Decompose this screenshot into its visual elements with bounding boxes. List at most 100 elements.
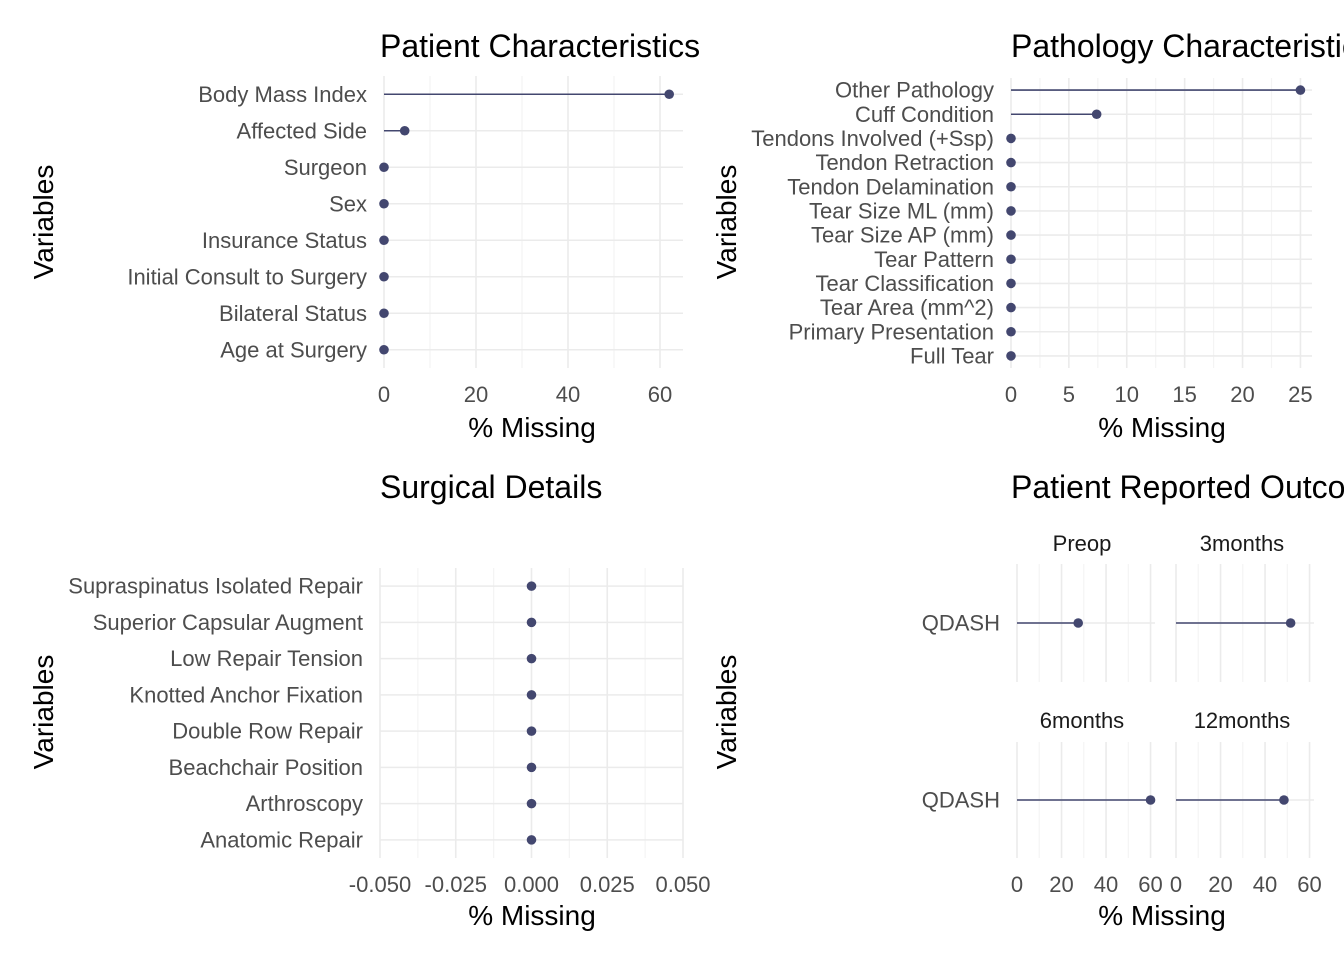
- lollipop-point: [1091, 109, 1102, 120]
- x-tick-label: 60: [648, 382, 672, 407]
- y-tick-label: Initial Consult to Surgery: [127, 264, 367, 289]
- lollipop-point: [1006, 206, 1016, 216]
- lollipop-point: [1285, 618, 1296, 628]
- lollipop-point: [1073, 618, 1084, 628]
- panel-facet-Preop: QDASH: [922, 564, 1155, 682]
- x-tick-label: -0.025: [425, 872, 487, 897]
- panel-facet-12months: [1175, 742, 1314, 858]
- y-axis-title: Variables: [711, 655, 742, 770]
- facet-strip-label: Preop: [1053, 531, 1112, 556]
- y-tick-label: Affected Side: [237, 118, 367, 143]
- y-tick-label: Full Tear: [910, 343, 994, 368]
- x-tick-label: 40: [1094, 872, 1118, 897]
- y-tick-label: QDASH: [922, 611, 1000, 636]
- y-axis-title: Variables: [28, 165, 59, 280]
- lollipop-point: [379, 344, 389, 355]
- lollipop-point: [1295, 85, 1306, 95]
- lollipop-point: [379, 235, 389, 246]
- lollipop-point: [526, 617, 537, 628]
- x-tick-label: 5: [1063, 382, 1075, 407]
- y-tick-label: Tendon Delamination: [787, 174, 994, 199]
- panel-title: Surgical Details: [380, 469, 602, 505]
- lollipop-point: [1279, 795, 1289, 805]
- x-tick-label: 0: [1005, 382, 1017, 407]
- y-tick-label: Double Row Repair: [172, 719, 363, 744]
- x-tick-label: 20: [1208, 872, 1232, 897]
- y-tick-label: Anatomic Repair: [200, 827, 363, 852]
- y-axis-title: Variables: [711, 165, 742, 280]
- panel-facet-3months: [1175, 564, 1314, 682]
- y-tick-label: Tendons Involved (+Ssp): [751, 126, 994, 151]
- x-tick-label: 40: [1253, 872, 1277, 897]
- x-tick-label: -0.050: [349, 872, 411, 897]
- x-axis-title: % Missing: [1098, 900, 1226, 931]
- lollipop-point: [1006, 133, 1016, 144]
- y-axis-title: Variables: [28, 655, 59, 770]
- lollipop-point: [526, 581, 537, 591]
- lollipop-point: [526, 690, 537, 700]
- y-tick-label: Bilateral Status: [219, 301, 367, 326]
- lollipop-point: [399, 125, 410, 136]
- lollipop-point: [379, 198, 389, 209]
- y-tick-label: Beachchair Position: [169, 755, 363, 780]
- lollipop-point: [379, 271, 389, 282]
- panel-title: Patient Reported Outcomes: [1011, 469, 1344, 505]
- x-tick-label: 15: [1172, 382, 1196, 407]
- y-tick-label: Cuff Condition: [855, 102, 994, 127]
- x-tick-label: 10: [1115, 382, 1139, 407]
- lollipop-point: [1006, 326, 1016, 337]
- y-tick-label: Tear Size AP (mm): [811, 223, 994, 248]
- panel-facet-6months: QDASH: [922, 742, 1156, 858]
- x-tick-label: 0.000: [504, 872, 559, 897]
- lollipop-point: [526, 653, 537, 664]
- y-tick-label: Insurance Status: [202, 228, 367, 253]
- y-tick-label: Superior Capsular Augment: [93, 610, 363, 635]
- x-tick-label: 25: [1288, 382, 1312, 407]
- y-tick-label: Age at Surgery: [220, 337, 367, 362]
- x-tick-label: 0: [1011, 872, 1023, 897]
- lollipop-point: [526, 726, 537, 736]
- lollipop-point: [1006, 181, 1016, 192]
- lollipop-point: [526, 798, 537, 809]
- x-tick-label: 0: [1170, 872, 1182, 897]
- y-tick-label: Other Pathology: [835, 78, 994, 103]
- y-tick-label: Arthroscopy: [246, 791, 363, 816]
- x-tick-label: 60: [1138, 872, 1162, 897]
- y-tick-label: Tear Pattern: [874, 247, 994, 272]
- panel-title: Pathology Characteristics: [1011, 28, 1344, 64]
- facet-strip-label: 3months: [1200, 531, 1284, 556]
- lollipop-point: [379, 162, 389, 173]
- x-tick-label: 0.025: [580, 872, 635, 897]
- x-tick-label: 0: [378, 382, 390, 407]
- x-tick-label: 40: [556, 382, 580, 407]
- lollipop-point: [1145, 795, 1156, 805]
- x-tick-label: 0.050: [655, 872, 710, 897]
- lollipop-point: [1006, 230, 1016, 240]
- lollipop-point: [1006, 351, 1016, 361]
- y-tick-label: Surgeon: [284, 155, 367, 180]
- lollipop-point: [526, 762, 537, 773]
- y-tick-label: Tendon Retraction: [815, 150, 994, 175]
- y-tick-label: Primary Presentation: [789, 319, 994, 344]
- y-tick-label: Tear Size ML (mm): [809, 198, 994, 223]
- panel-main-0: Body Mass Index Affected Side Surgeon Sex In…: [127, 76, 683, 368]
- lollipop-point: [1006, 278, 1016, 289]
- x-axis-title: % Missing: [1098, 412, 1226, 443]
- lollipop-point: [664, 89, 674, 100]
- lollipop-point: [1006, 157, 1016, 168]
- x-tick-label: 60: [1297, 872, 1321, 897]
- x-tick-label: 20: [464, 382, 488, 407]
- lollipop-point: [526, 835, 537, 845]
- x-axis-title: % Missing: [468, 412, 596, 443]
- x-tick-label: 20: [1049, 872, 1073, 897]
- lollipop-point: [1006, 302, 1016, 313]
- y-tick-label: Sex: [329, 191, 367, 216]
- y-tick-label: QDASH: [922, 788, 1000, 813]
- panel-title: Patient Characteristics: [380, 28, 700, 64]
- y-tick-label: Low Repair Tension: [170, 646, 363, 671]
- y-tick-label: Tear Classification: [815, 271, 994, 296]
- facet-strip-label: 12months: [1194, 708, 1291, 733]
- y-tick-label: Body Mass Index: [198, 82, 367, 107]
